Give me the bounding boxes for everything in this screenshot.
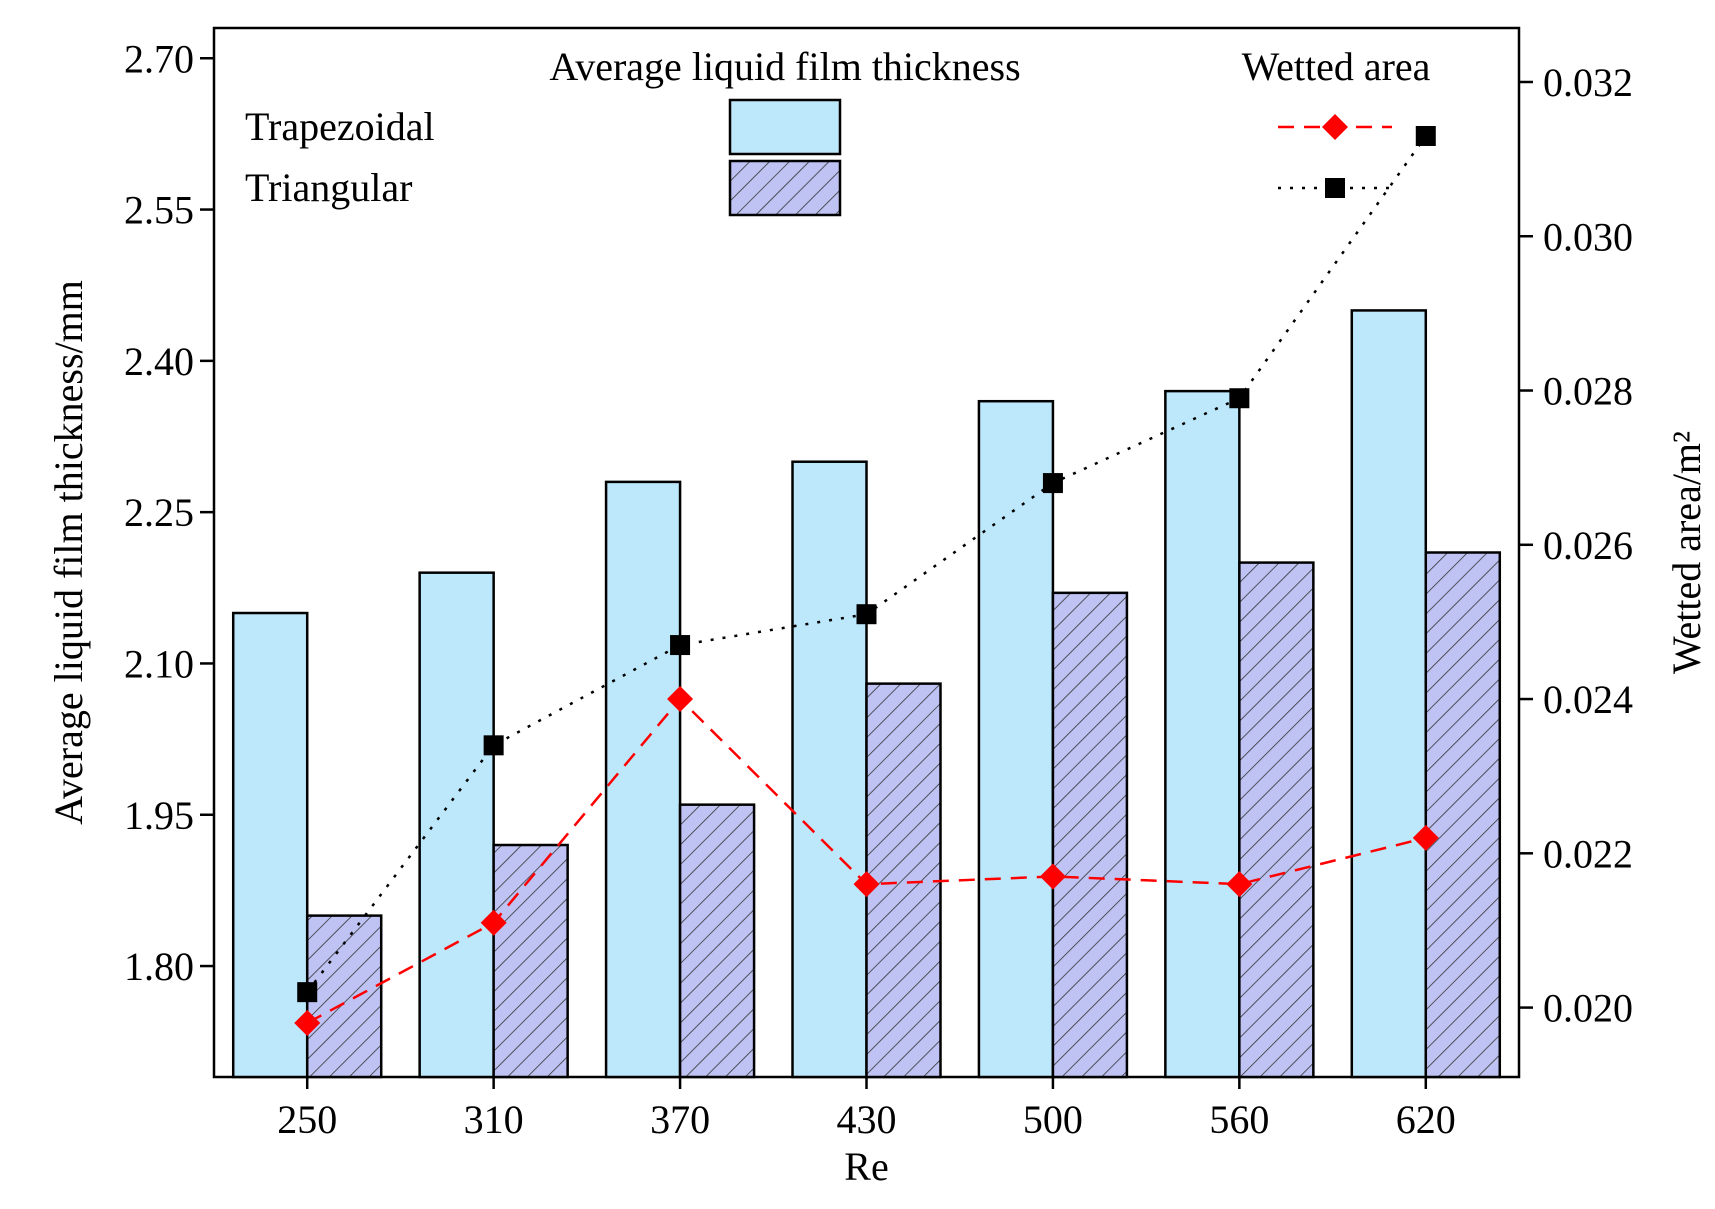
marker-triangular-560: [1229, 388, 1250, 409]
x-tick-label: 560: [1209, 1097, 1269, 1142]
y-tick-label: 2.70: [124, 36, 194, 81]
bar-triangular-370: [678, 803, 756, 1079]
y2-tick-label: 0.020: [1543, 986, 1633, 1031]
bar-trapezoidal-430: [791, 460, 868, 1079]
y-tick-label: 2.55: [124, 188, 194, 233]
legend-header-bars: Average liquid film thickness: [549, 44, 1020, 89]
bar-triangular-560: [1238, 561, 1315, 1079]
marker-trapezoidal-430: [853, 871, 880, 898]
y2-tick-label: 0.022: [1543, 831, 1633, 876]
y-axis-title: Average liquid film thickness/mm: [46, 280, 91, 825]
x-tick-label: 250: [277, 1097, 337, 1142]
bar-trapezoidal-560: [1164, 389, 1241, 1079]
marker-trapezoidal-370: [667, 686, 694, 713]
x-tick-label: 430: [837, 1097, 897, 1142]
y2-tick-label: 0.024: [1543, 677, 1633, 722]
y-tick-label: 2.25: [124, 490, 194, 535]
marker-triangular-430: [856, 604, 877, 625]
marker-trapezoidal-560: [1226, 871, 1253, 898]
y2-tick-label: 0.028: [1543, 369, 1633, 414]
x-axis-title: Re: [844, 1144, 888, 1189]
legend-marker-triangular: [1325, 178, 1345, 198]
lines: [294, 125, 1439, 1037]
legend-header-lines: Wetted area: [1242, 44, 1431, 89]
marker-trapezoidal-620: [1412, 824, 1439, 851]
bar-trapezoidal-370: [604, 480, 682, 1079]
bar-trapezoidal-500: [977, 399, 1055, 1079]
marker-trapezoidal-250: [294, 1010, 321, 1037]
y2-tick-label: 0.030: [1543, 214, 1633, 259]
bar-triangular-500: [1051, 591, 1129, 1079]
legend-marker-trapezoidal: [1322, 114, 1348, 140]
bars: [231, 309, 1502, 1079]
bar-triangular-430: [865, 682, 942, 1079]
marker-triangular-310: [483, 735, 504, 756]
marker-trapezoidal-310: [480, 909, 507, 936]
bar-triangular-250: [305, 914, 383, 1079]
legend-label-trapezoidal: Trapezoidal: [245, 104, 435, 149]
marker-trapezoidal-500: [1039, 863, 1066, 890]
bar-trapezoidal-620: [1350, 309, 1428, 1079]
y-tick-label: 2.10: [124, 641, 194, 686]
y2-tick-label: 0.026: [1543, 523, 1633, 568]
legend-swatch-bar-triangular: [728, 159, 842, 217]
y2-axis-title: Wetted area/m²: [1664, 431, 1709, 674]
x-tick-label: 310: [464, 1097, 524, 1142]
marker-triangular-250: [297, 982, 318, 1003]
bar-trapezoidal-250: [231, 611, 309, 1079]
bar-triangular-310: [492, 843, 569, 1079]
y2-tick-label: 0.032: [1543, 60, 1633, 105]
legend-label-triangular: Triangular: [245, 165, 412, 210]
x-tick-label: 500: [1023, 1097, 1083, 1142]
legend-swatch-bar-trapezoidal: [728, 98, 842, 156]
y-tick-label: 1.95: [124, 793, 194, 838]
bar-trapezoidal-310: [418, 571, 495, 1079]
marker-triangular-370: [670, 635, 691, 656]
x-tick-label: 620: [1396, 1097, 1456, 1142]
marker-triangular-500: [1042, 473, 1063, 494]
y-tick-label: 1.80: [124, 944, 194, 989]
x-tick-label: 370: [650, 1097, 710, 1142]
legend: Average liquid film thickness Wetted area…: [245, 44, 1431, 217]
y-tick-label: 2.40: [124, 339, 194, 384]
marker-triangular-620: [1415, 125, 1436, 146]
axes: 250 310 370 430 500 560 620 1.80 1.95 2.10 2.25 2.4…: [46, 36, 1709, 1189]
bar-triangular-620: [1424, 551, 1502, 1079]
